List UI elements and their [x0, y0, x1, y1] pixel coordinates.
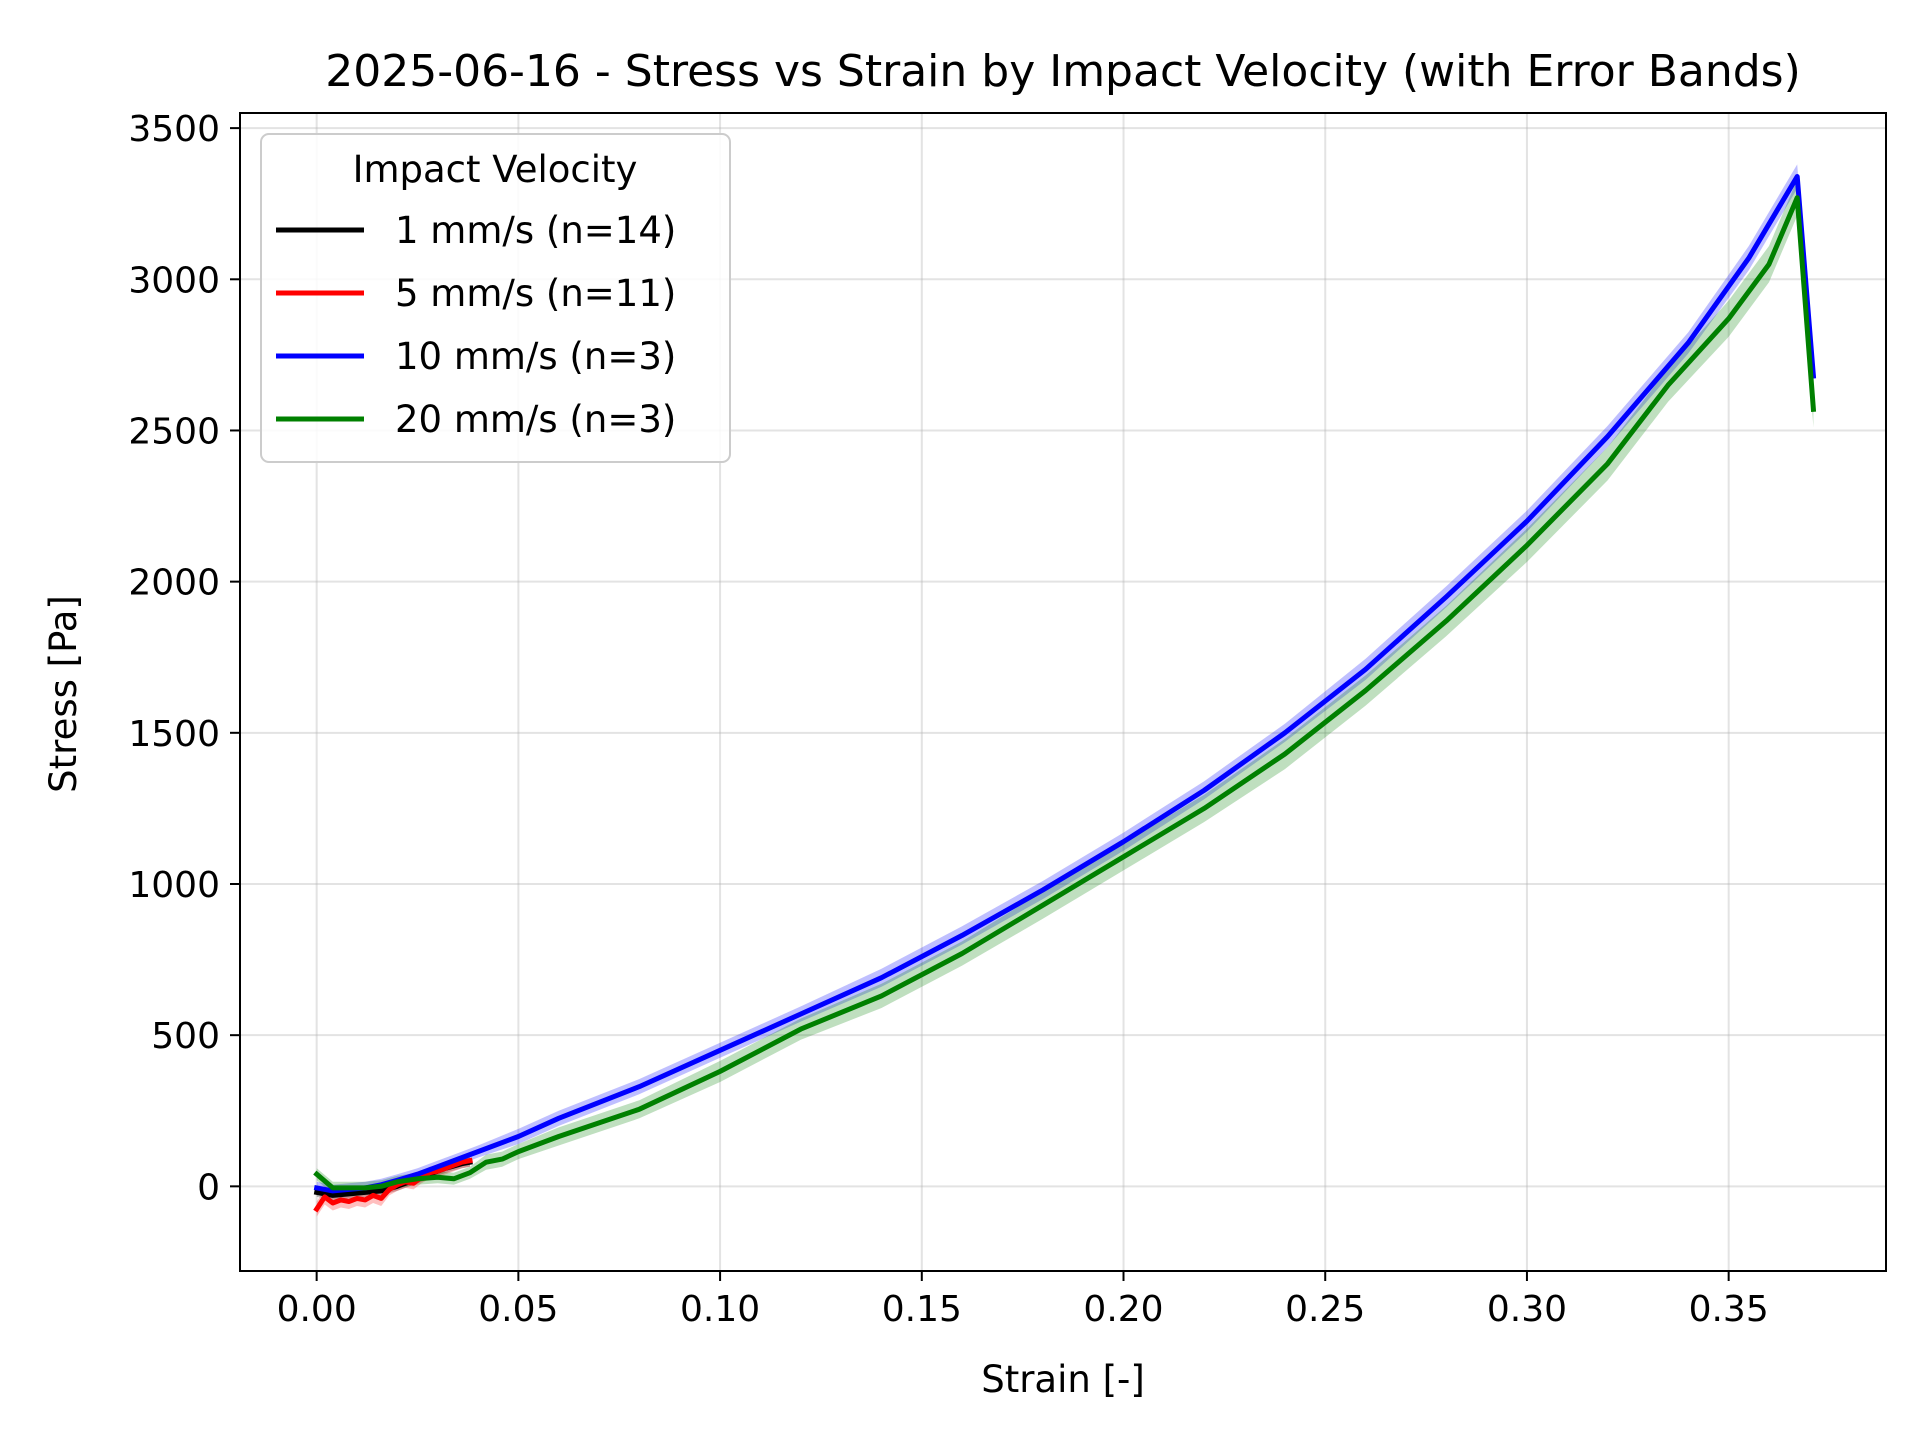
x-axis-label: Strain [-]: [981, 1358, 1145, 1401]
x-axis-ticks: 0.00 0.05 0.10 0.15 0.20 0.25 0.30 0.35: [277, 1271, 1769, 1330]
x-tick-label: 0.30: [1487, 1289, 1567, 1330]
chart-title: 2025-06-16 - Stress vs Strain by Impact …: [325, 46, 1801, 97]
x-tick-label: 0.15: [882, 1289, 962, 1330]
y-tick-label: 2500: [128, 411, 220, 452]
x-tick-label: 0.10: [680, 1289, 760, 1330]
y-axis-label: Stress [Pa]: [42, 595, 85, 793]
legend-label-3: 20 mm/s (n=3): [395, 398, 676, 441]
y-tick-label: 2000: [128, 563, 220, 604]
y-tick-label: 3000: [128, 260, 220, 301]
legend: Impact Velocity 1 mm/s (n=14) 5 mm/s (n=1…: [260, 133, 731, 463]
x-tick-label: 0.20: [1083, 1289, 1163, 1330]
x-tick-label: 0.35: [1689, 1289, 1769, 1330]
y-tick-label: 0: [197, 1167, 220, 1208]
x-tick-label: 0.25: [1285, 1289, 1365, 1330]
plot-frame: [239, 112, 1887, 1272]
series-lines: [313, 174, 1817, 1213]
series-line-1: [313, 1157, 473, 1213]
x-tick-label: 0.05: [478, 1289, 558, 1330]
y-tick-label: 1500: [128, 714, 220, 755]
legend-title: Impact Velocity: [353, 148, 638, 191]
legend-box: [260, 133, 731, 463]
x-tick-label: 0.00: [277, 1289, 357, 1330]
y-tick-label: 3500: [128, 109, 220, 150]
legend-label-2: 10 mm/s (n=3): [395, 335, 676, 378]
y-tick-label: 500: [151, 1016, 220, 1057]
y-tick-label: 1000: [128, 865, 220, 906]
legend-label-1: 5 mm/s (n=11): [395, 272, 676, 315]
series-line-3: [313, 195, 1817, 1191]
legend-label-0: 1 mm/s (n=14): [395, 209, 676, 252]
y-axis-ticks: 0 500 1000 1500 2000 2500 3000 3500: [128, 109, 240, 1208]
